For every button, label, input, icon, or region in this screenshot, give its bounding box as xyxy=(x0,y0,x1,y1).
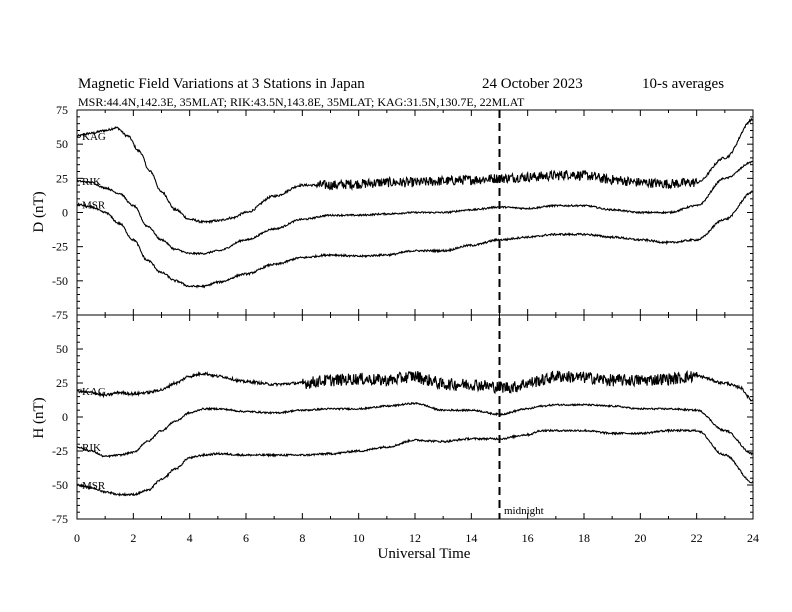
y-tick-label: -25 xyxy=(52,444,68,458)
series-label-kag: KAG xyxy=(82,131,106,143)
y-tick-label: -75 xyxy=(52,512,68,526)
series-label-rik: RIK xyxy=(82,176,101,188)
series-label-rik: RIK xyxy=(82,442,101,454)
x-tick-label: 20 xyxy=(634,531,646,545)
y-tick-label: -75 xyxy=(52,308,68,322)
y-tick-label: 25 xyxy=(56,376,68,390)
x-axis-label: Universal Time xyxy=(378,546,471,562)
x-tick-label: 8 xyxy=(299,531,305,545)
x-tick-label: 6 xyxy=(243,531,249,545)
y-tick-label: 0 xyxy=(62,410,68,424)
chart-averaging: 10-s averages xyxy=(642,76,724,92)
data-series: KAG RIK MSR KAG RIK MSR xyxy=(76,117,754,497)
x-tick-label: 22 xyxy=(691,531,703,545)
chart-title: Magnetic Field Variations at 3 Stations … xyxy=(78,76,365,92)
x-tick-label: 12 xyxy=(409,531,421,545)
y-axis-label-h: H (nT) xyxy=(31,397,47,438)
y-tick-label: -50 xyxy=(52,274,68,288)
x-tick-label: 14 xyxy=(465,531,477,545)
midnight-label: midnight xyxy=(504,505,544,517)
y-tick-label: 25 xyxy=(56,171,68,185)
series-line-msr xyxy=(76,428,754,497)
series-label-msr: MSR xyxy=(82,480,106,492)
panel-frame xyxy=(76,314,754,520)
x-tick-label: 10 xyxy=(353,531,365,545)
series-line-msr xyxy=(76,190,754,289)
x-tick-label: 16 xyxy=(522,531,534,545)
x-tick-label: 24 xyxy=(747,531,759,545)
x-tick-label: 2 xyxy=(130,531,136,545)
x-tick-label: 18 xyxy=(578,531,590,545)
y-tick-label: 0 xyxy=(62,206,68,220)
series-line-kag xyxy=(76,369,754,402)
series-line-rik xyxy=(76,160,754,256)
y-axis-label-d: D (nT) xyxy=(31,191,47,232)
chart-date: 24 October 2023 xyxy=(482,76,583,92)
chart-subtitle: MSR:44.4N,142.3E, 35MLAT; RIK:43.5N,143.… xyxy=(78,95,525,109)
y-tick-label: -25 xyxy=(52,240,68,254)
series-label-kag: KAG xyxy=(82,386,106,398)
y-tick-label: 50 xyxy=(56,137,68,151)
series-line-rik xyxy=(76,401,754,459)
y-tick-label: 75 xyxy=(56,103,68,117)
series-label-msr: MSR xyxy=(82,199,106,211)
series-line-kag xyxy=(76,117,754,224)
x-tick-label: 4 xyxy=(187,531,193,545)
x-tick-label: 0 xyxy=(74,531,80,545)
y-tick-label: -50 xyxy=(52,478,68,492)
y-tick-label: 50 xyxy=(56,342,68,356)
